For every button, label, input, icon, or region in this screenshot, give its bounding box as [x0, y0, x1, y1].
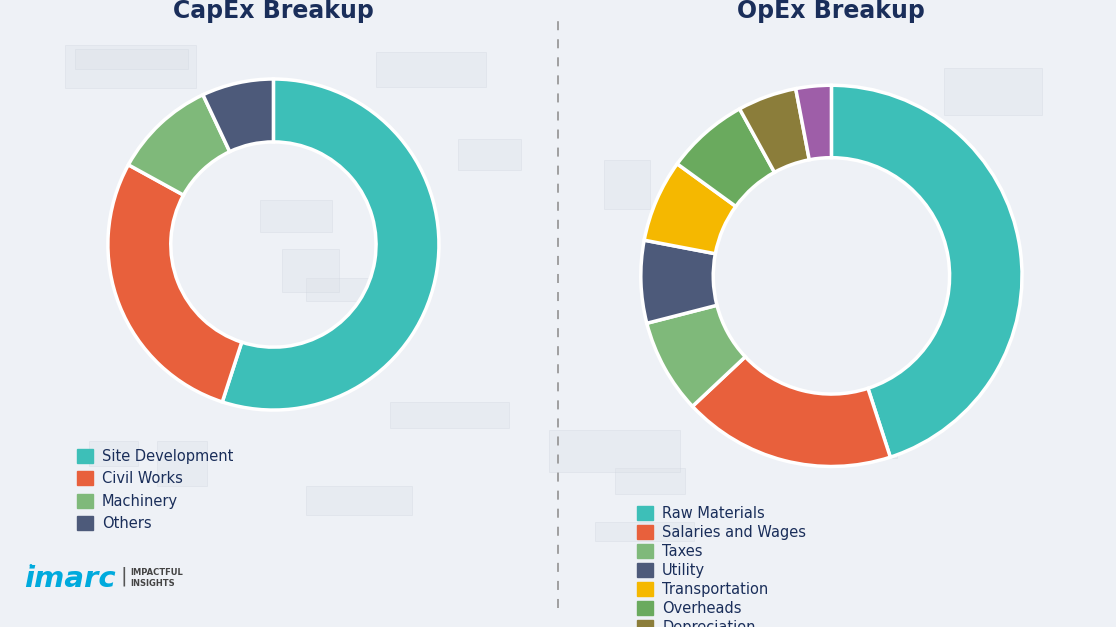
Wedge shape: [644, 164, 735, 254]
Title: OpEx Breakup: OpEx Breakup: [738, 0, 925, 23]
Legend: Site Development, Civil Works, Machinery, Others: Site Development, Civil Works, Machinery…: [75, 446, 237, 534]
FancyBboxPatch shape: [944, 68, 1041, 115]
Wedge shape: [796, 85, 831, 160]
FancyBboxPatch shape: [604, 160, 651, 209]
FancyBboxPatch shape: [89, 441, 137, 466]
FancyBboxPatch shape: [306, 278, 388, 301]
FancyBboxPatch shape: [260, 200, 333, 232]
FancyBboxPatch shape: [458, 139, 520, 171]
Text: |: |: [121, 567, 127, 586]
Text: •: •: [28, 561, 33, 571]
FancyBboxPatch shape: [549, 430, 681, 472]
Wedge shape: [203, 79, 273, 152]
FancyBboxPatch shape: [836, 438, 897, 458]
FancyBboxPatch shape: [615, 468, 685, 494]
FancyBboxPatch shape: [123, 269, 171, 316]
FancyBboxPatch shape: [75, 50, 189, 69]
Title: CapEx Breakup: CapEx Breakup: [173, 0, 374, 23]
Wedge shape: [128, 95, 230, 195]
Text: imarc: imarc: [25, 564, 116, 593]
Wedge shape: [677, 109, 775, 206]
Wedge shape: [641, 240, 716, 324]
Legend: Raw Materials, Salaries and Wages, Taxes, Utility, Transportation, Overheads, De: Raw Materials, Salaries and Wages, Taxes…: [635, 503, 809, 627]
FancyBboxPatch shape: [306, 486, 412, 515]
Wedge shape: [647, 305, 745, 406]
FancyBboxPatch shape: [391, 403, 509, 428]
FancyBboxPatch shape: [156, 441, 206, 486]
Wedge shape: [692, 357, 891, 466]
FancyBboxPatch shape: [595, 522, 694, 541]
Wedge shape: [831, 85, 1022, 457]
Wedge shape: [740, 88, 809, 172]
FancyBboxPatch shape: [282, 250, 339, 292]
FancyBboxPatch shape: [376, 53, 487, 87]
Wedge shape: [108, 165, 242, 402]
Text: IMPACTFUL
INSIGHTS: IMPACTFUL INSIGHTS: [131, 568, 183, 588]
Wedge shape: [222, 79, 439, 410]
FancyBboxPatch shape: [66, 45, 196, 88]
